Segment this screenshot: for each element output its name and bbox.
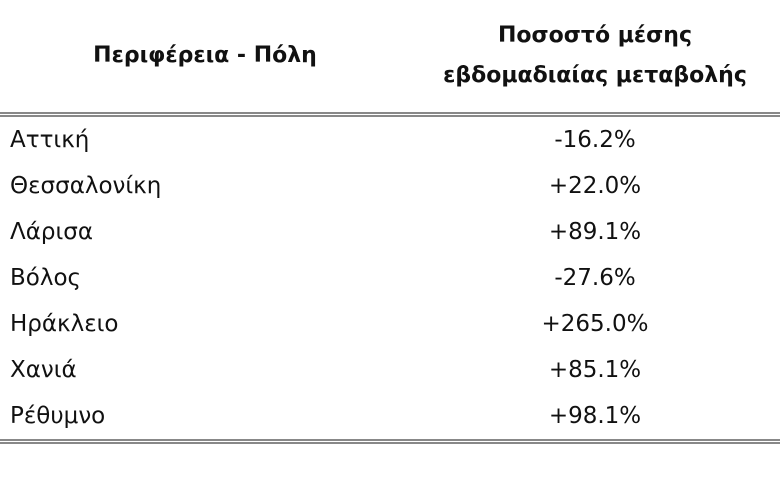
region-cell: Αττική xyxy=(10,127,90,153)
table-row: Θεσσαλονίκη +22.0% xyxy=(0,163,780,209)
table-row: Λάρισα +89.1% xyxy=(0,209,780,255)
region-cell: Ηράκλειο xyxy=(10,311,119,337)
change-cell: +98.1% xyxy=(410,393,780,444)
region-cell: Θεσσαλονίκη xyxy=(10,173,162,199)
table-row: Βόλος -27.6% xyxy=(0,255,780,301)
header-cell: Περιφέρεια - Πόλη xyxy=(0,0,410,117)
change-cell: -16.2% xyxy=(554,127,636,153)
table-head: Περιφέρεια - Πόλη Ποσοστό μέσης εβδομαδι… xyxy=(0,0,780,117)
region-cell: Χανιά xyxy=(10,357,77,383)
change-cell: +22.0% xyxy=(548,173,642,199)
region-cell: Βόλος xyxy=(10,265,82,291)
header-row: Περιφέρεια - Πόλη Ποσοστό μέσης εβδομαδι… xyxy=(0,0,780,117)
table-body: Αττική -16.2% Θεσσαλονίκη +22.0% Λάρισα +89.1… xyxy=(0,115,780,444)
header-cell: Ποσοστό μέσης εβδομαδιαίας μεταβολής xyxy=(410,0,780,117)
change-cell: +89.1% xyxy=(548,219,642,245)
table-row: Αττική -16.2% xyxy=(0,115,780,164)
table-row: Ηράκλειο +265.0% xyxy=(0,301,780,347)
change-cell: -27.6% xyxy=(554,265,636,291)
data-table: Περιφέρεια - Πόλη Ποσοστό μέσης εβδομαδι… xyxy=(0,0,780,444)
table-row: Ρέθυμνο +98.1% xyxy=(0,393,780,444)
change-cell: +265.0% xyxy=(541,311,649,337)
region-cell: Ρέθυμνο xyxy=(0,393,410,444)
change-cell: +85.1% xyxy=(548,357,642,383)
table-row: Χανιά +85.1% xyxy=(0,347,780,393)
region-cell: Λάρισα xyxy=(10,219,94,245)
